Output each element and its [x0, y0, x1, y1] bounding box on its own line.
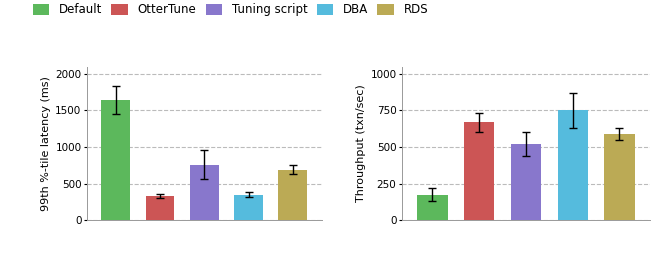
- Bar: [234, 195, 263, 220]
- Bar: [511, 144, 541, 220]
- Bar: [464, 122, 494, 220]
- Y-axis label: 99th %-tile latency (ms): 99th %-tile latency (ms): [41, 76, 51, 211]
- Legend: Default, OtterTune, Tuning script, DBA, RDS: Default, OtterTune, Tuning script, DBA, …: [33, 3, 428, 16]
- Bar: [604, 134, 634, 220]
- Bar: [190, 165, 218, 220]
- Y-axis label: Throughput (txn/sec): Throughput (txn/sec): [356, 84, 366, 202]
- Bar: [101, 100, 130, 220]
- Bar: [146, 196, 174, 220]
- Bar: [417, 195, 448, 220]
- Bar: [557, 110, 588, 220]
- Bar: [279, 170, 308, 220]
